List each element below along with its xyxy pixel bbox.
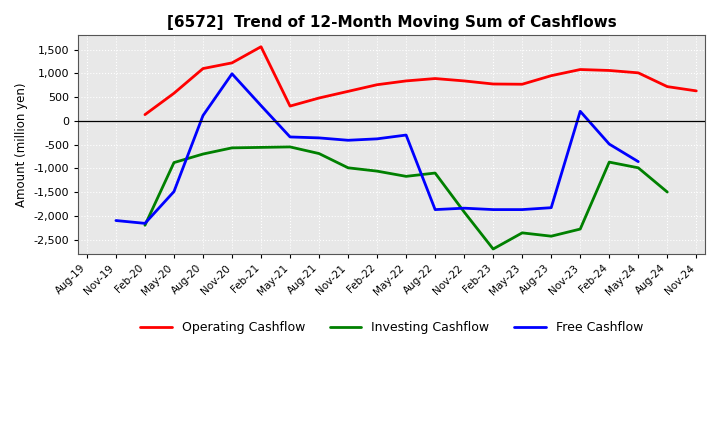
Investing Cashflow — [343, 165, 352, 170]
Investing Cashflow — [199, 151, 207, 157]
Y-axis label: Amount (million yen): Amount (million yen) — [15, 82, 28, 207]
Operating Cashflow — [431, 76, 439, 81]
Operating Cashflow — [286, 103, 294, 109]
Operating Cashflow — [228, 60, 236, 66]
Free Cashflow — [140, 221, 149, 226]
Operating Cashflow — [634, 70, 642, 76]
Title: [6572]  Trend of 12-Month Moving Sum of Cashflows: [6572] Trend of 12-Month Moving Sum of C… — [167, 15, 616, 30]
Operating Cashflow — [489, 81, 498, 87]
Free Cashflow — [343, 138, 352, 143]
Operating Cashflow — [692, 88, 701, 94]
Operating Cashflow — [460, 78, 469, 84]
Free Cashflow — [431, 207, 439, 212]
Investing Cashflow — [518, 230, 526, 235]
Operating Cashflow — [343, 89, 352, 94]
Operating Cashflow — [170, 91, 179, 96]
Investing Cashflow — [547, 234, 556, 239]
Investing Cashflow — [140, 223, 149, 228]
Investing Cashflow — [460, 209, 469, 215]
Investing Cashflow — [605, 159, 613, 165]
Free Cashflow — [257, 103, 266, 108]
Line: Investing Cashflow: Investing Cashflow — [145, 147, 667, 249]
Free Cashflow — [605, 141, 613, 147]
Free Cashflow — [170, 189, 179, 194]
Investing Cashflow — [634, 165, 642, 170]
Investing Cashflow — [663, 189, 672, 194]
Operating Cashflow — [140, 112, 149, 117]
Investing Cashflow — [431, 170, 439, 176]
Operating Cashflow — [199, 66, 207, 71]
Free Cashflow — [373, 136, 382, 142]
Operating Cashflow — [547, 73, 556, 78]
Free Cashflow — [634, 159, 642, 164]
Free Cashflow — [228, 71, 236, 77]
Investing Cashflow — [315, 151, 323, 156]
Investing Cashflow — [286, 144, 294, 150]
Investing Cashflow — [228, 145, 236, 150]
Operating Cashflow — [518, 81, 526, 87]
Free Cashflow — [286, 134, 294, 139]
Line: Operating Cashflow: Operating Cashflow — [145, 47, 696, 115]
Operating Cashflow — [257, 44, 266, 49]
Legend: Operating Cashflow, Investing Cashflow, Free Cashflow: Operating Cashflow, Investing Cashflow, … — [135, 316, 648, 339]
Free Cashflow — [112, 218, 120, 223]
Free Cashflow — [576, 109, 585, 114]
Operating Cashflow — [605, 68, 613, 73]
Investing Cashflow — [170, 160, 179, 165]
Investing Cashflow — [576, 227, 585, 232]
Free Cashflow — [547, 205, 556, 210]
Free Cashflow — [489, 207, 498, 212]
Free Cashflow — [199, 113, 207, 118]
Investing Cashflow — [402, 174, 410, 179]
Free Cashflow — [402, 132, 410, 138]
Operating Cashflow — [315, 95, 323, 101]
Free Cashflow — [518, 207, 526, 212]
Free Cashflow — [460, 205, 469, 211]
Free Cashflow — [315, 135, 323, 140]
Operating Cashflow — [576, 67, 585, 72]
Operating Cashflow — [402, 78, 410, 84]
Operating Cashflow — [373, 82, 382, 88]
Operating Cashflow — [663, 84, 672, 89]
Investing Cashflow — [373, 169, 382, 174]
Investing Cashflow — [257, 145, 266, 150]
Line: Free Cashflow: Free Cashflow — [116, 74, 638, 224]
Investing Cashflow — [489, 246, 498, 252]
